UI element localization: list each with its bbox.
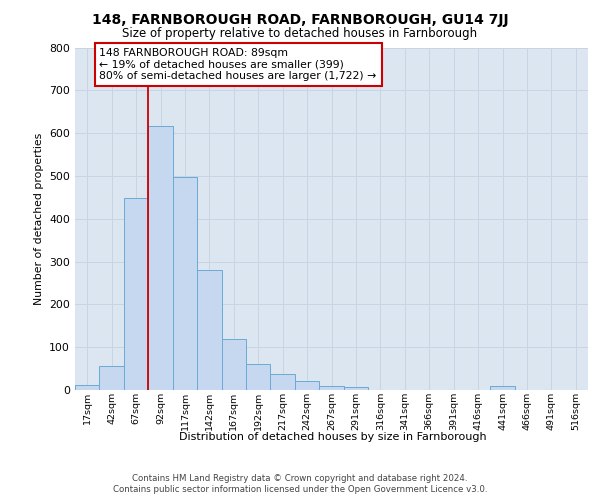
Bar	[124, 198, 148, 390]
Text: Distribution of detached houses by size in Farnborough: Distribution of detached houses by size …	[179, 432, 487, 442]
Bar	[246, 364, 271, 390]
Bar	[148, 126, 173, 390]
Bar	[271, 374, 295, 390]
Bar	[319, 386, 344, 390]
Text: Contains public sector information licensed under the Open Government Licence v3: Contains public sector information licen…	[113, 485, 487, 494]
Text: 148 FARNBOROUGH ROAD: 89sqm
← 19% of detached houses are smaller (399)
80% of se: 148 FARNBOROUGH ROAD: 89sqm ← 19% of det…	[100, 48, 377, 80]
Text: Contains HM Land Registry data © Crown copyright and database right 2024.: Contains HM Land Registry data © Crown c…	[132, 474, 468, 483]
Bar	[75, 385, 100, 390]
Bar	[295, 380, 319, 390]
Bar	[490, 386, 515, 390]
Bar	[100, 366, 124, 390]
Y-axis label: Number of detached properties: Number of detached properties	[34, 132, 44, 305]
Bar	[173, 177, 197, 390]
Bar	[221, 340, 246, 390]
Bar	[197, 270, 221, 390]
Text: 148, FARNBOROUGH ROAD, FARNBOROUGH, GU14 7JJ: 148, FARNBOROUGH ROAD, FARNBOROUGH, GU14…	[92, 13, 508, 27]
Text: Size of property relative to detached houses in Farnborough: Size of property relative to detached ho…	[122, 27, 478, 40]
Bar	[344, 386, 368, 390]
